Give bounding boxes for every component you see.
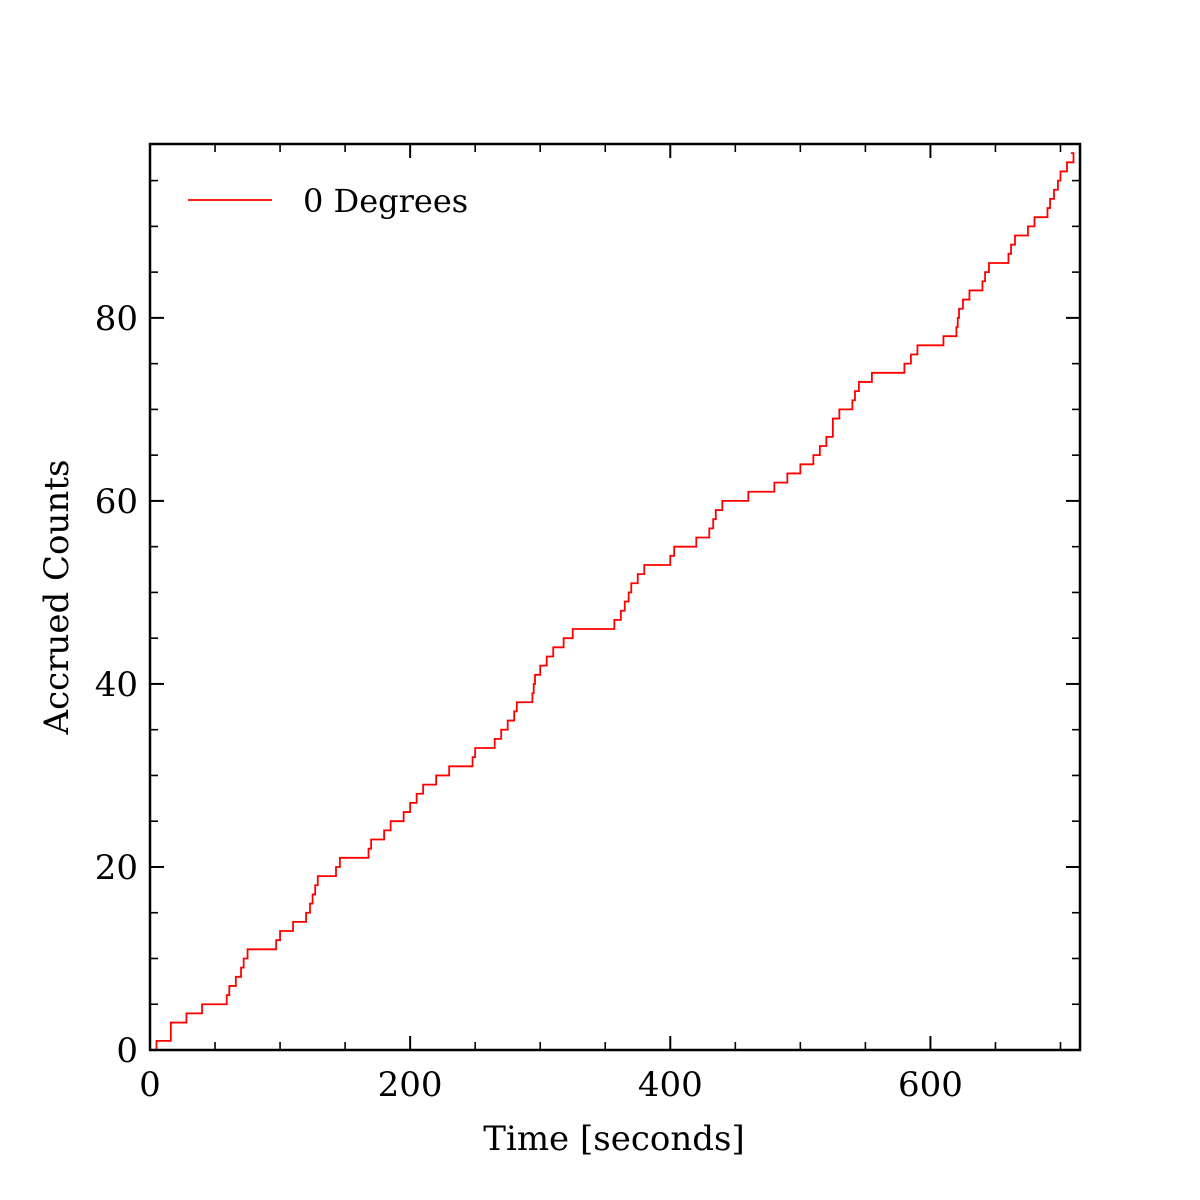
series-line-0-degrees bbox=[150, 152, 1075, 1051]
x-tick-label: 600 bbox=[898, 1065, 963, 1105]
x-tick-label: 0 bbox=[139, 1065, 161, 1105]
y-axis-label: Accrued Counts bbox=[37, 460, 77, 736]
x-axis-tick-labels: 0 200 400 600 bbox=[139, 1065, 963, 1105]
x-tick-label: 200 bbox=[378, 1065, 443, 1105]
legend-label-0-degrees: 0 Degrees bbox=[303, 182, 468, 220]
x-axis-ticks bbox=[149, 144, 1062, 1050]
y-axis-tick-labels: 0 20 40 60 80 bbox=[95, 299, 138, 1071]
y-tick-label: 80 bbox=[95, 299, 138, 339]
y-tick-label: 20 bbox=[95, 848, 138, 888]
legend: 0 Degrees bbox=[188, 182, 468, 220]
y-tick-label: 60 bbox=[95, 482, 138, 522]
y-axis-ticks bbox=[150, 179, 1080, 1051]
plot-frame bbox=[148, 142, 1082, 1052]
y-tick-label: 0 bbox=[116, 1031, 138, 1071]
y-tick-label: 40 bbox=[95, 665, 138, 705]
x-tick-label: 400 bbox=[638, 1065, 703, 1105]
x-axis-label: Time [seconds] bbox=[483, 1119, 744, 1159]
